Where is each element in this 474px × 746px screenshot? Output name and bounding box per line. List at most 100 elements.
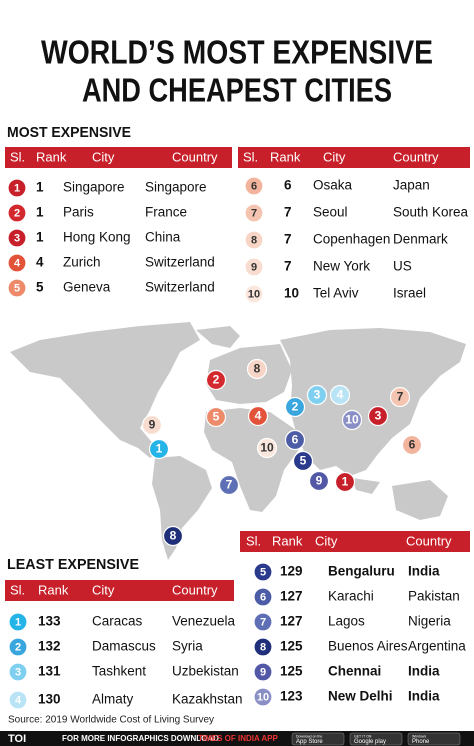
footer-app: TIMES OF INDIA APP <box>198 734 279 743</box>
source-note: Source: 2019 Worldwide Cost of Living Su… <box>8 715 214 726</box>
number-badge <box>253 687 273 707</box>
badge-number: 8 <box>170 529 177 543</box>
number-badge <box>205 406 227 428</box>
badge-number: 7 <box>260 616 266 628</box>
number-badge <box>246 358 268 380</box>
number-badge <box>253 612 273 632</box>
number-badge <box>162 525 184 547</box>
table-header <box>238 147 470 168</box>
number-badge <box>253 662 273 682</box>
badge-number: 10 <box>260 441 274 455</box>
store-badge-name: App Store <box>296 739 323 745</box>
badge-number: 7 <box>251 207 257 219</box>
store-badge <box>407 732 461 746</box>
city: Tashkent <box>92 664 146 679</box>
badge-number: 5 <box>213 410 220 424</box>
badge-number: 3 <box>375 409 382 423</box>
rank: 130 <box>38 692 61 707</box>
rank: 127 <box>280 589 303 604</box>
badge-number: 1 <box>156 442 163 456</box>
store-badge <box>291 732 345 746</box>
country: Pakistan <box>408 589 460 604</box>
badge-number: 6 <box>409 438 416 452</box>
number-badge <box>306 384 328 406</box>
column-header: Sl. <box>10 149 25 164</box>
number-badge <box>292 450 314 472</box>
column-header: City <box>92 149 115 164</box>
rank: 133 <box>38 614 61 629</box>
city: Hong Kong <box>63 230 131 245</box>
badge-number: 10 <box>257 691 269 703</box>
number-badge <box>244 203 264 223</box>
country: France <box>145 205 187 220</box>
rank: 132 <box>38 639 61 654</box>
number-badge <box>253 637 273 657</box>
section-heading: LEAST EXPENSIVE <box>7 556 139 573</box>
country: Uzbekistan <box>172 664 239 679</box>
city: Zurich <box>63 255 101 270</box>
country: Syria <box>172 639 203 654</box>
badge-number: 1 <box>14 182 20 194</box>
column-header: Country <box>172 582 218 597</box>
table-header <box>5 147 232 168</box>
number-badge <box>329 384 351 406</box>
number-badge <box>401 434 423 456</box>
rank: 1 <box>36 205 44 220</box>
column-header: Sl. <box>246 533 261 548</box>
badge-number: 9 <box>260 666 266 678</box>
rank: 7 <box>284 232 292 247</box>
number-badge <box>256 437 278 459</box>
country: Switzerland <box>145 280 215 295</box>
badge-number: 6 <box>292 433 299 447</box>
number-badge <box>244 230 264 250</box>
rank: 6 <box>284 178 292 193</box>
rank: 129 <box>280 564 303 579</box>
rank: 131 <box>38 664 61 679</box>
badge-number: 1 <box>15 616 21 628</box>
rank: 5 <box>36 280 44 295</box>
badge-number: 5 <box>300 454 307 468</box>
section-heading: MOST EXPENSIVE <box>7 124 131 141</box>
number-badge <box>8 690 28 710</box>
column-header: Rank <box>36 149 67 164</box>
city: New York <box>313 259 370 274</box>
badge-number: 7 <box>397 390 404 404</box>
number-badge <box>244 284 264 304</box>
number-badge <box>253 587 273 607</box>
rank: 1 <box>36 230 44 245</box>
column-header: City <box>315 533 338 548</box>
badge-number: 4 <box>15 694 22 706</box>
world-map <box>10 322 466 560</box>
number-badge <box>148 438 170 460</box>
number-badge <box>244 257 264 277</box>
city: Copenhagen <box>313 232 390 247</box>
column-header: Rank <box>270 149 301 164</box>
city: Paris <box>63 205 94 220</box>
number-badge <box>8 637 28 657</box>
number-badge <box>284 429 306 451</box>
number-badge <box>205 369 227 391</box>
number-badge <box>7 228 27 248</box>
column-header: Rank <box>272 533 303 548</box>
store-badge-small: Download on the <box>296 734 322 738</box>
badge-number: 8 <box>254 362 261 376</box>
number-badge <box>334 471 356 493</box>
city: Karachi <box>328 589 374 604</box>
rank: 7 <box>284 205 292 220</box>
city: Lagos <box>328 614 365 629</box>
column-header: City <box>323 149 346 164</box>
store-badge-name: Google play <box>354 739 386 745</box>
badge-number: 9 <box>316 474 323 488</box>
badge-number: 6 <box>251 180 257 192</box>
badge-number: 3 <box>15 666 21 678</box>
rank: 7 <box>284 259 292 274</box>
city: Damascus <box>92 639 156 654</box>
badge-number: 10 <box>248 288 260 300</box>
badge-number: 9 <box>251 261 257 273</box>
footer-logo: TOI <box>8 733 26 745</box>
rank: 125 <box>280 639 303 654</box>
number-badge <box>7 253 27 273</box>
city: Osaka <box>313 178 353 193</box>
badge-number: 7 <box>226 478 233 492</box>
